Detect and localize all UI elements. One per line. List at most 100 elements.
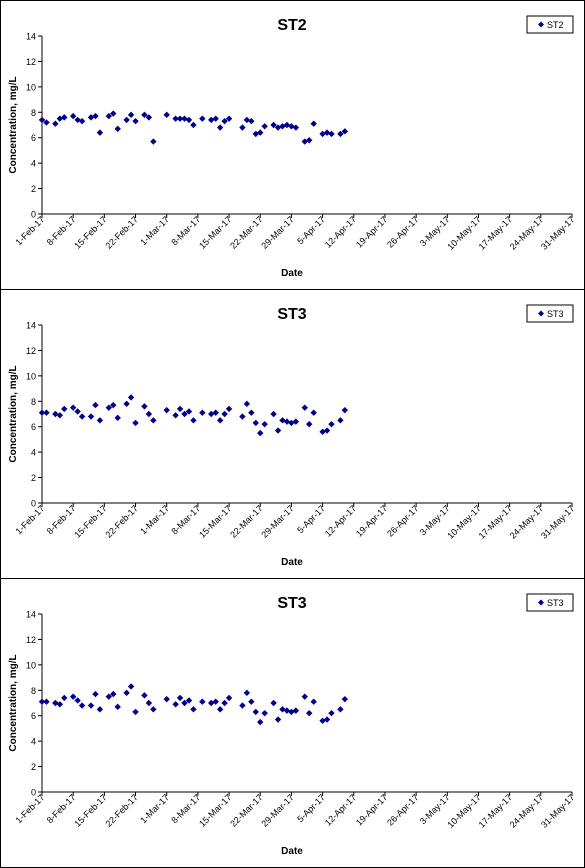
y-tick-label: 4 bbox=[31, 448, 36, 458]
legend-box bbox=[526, 304, 574, 323]
data-point bbox=[310, 120, 317, 127]
data-point bbox=[74, 697, 81, 704]
data-point bbox=[212, 115, 219, 122]
x-axis-label: Date bbox=[281, 268, 303, 279]
data-point bbox=[306, 420, 313, 428]
data-point bbox=[123, 400, 130, 408]
data-point bbox=[221, 699, 228, 707]
data-point bbox=[221, 410, 228, 418]
data-point bbox=[257, 429, 264, 437]
data-point bbox=[150, 138, 157, 145]
data-point bbox=[163, 406, 170, 414]
data-point bbox=[43, 698, 50, 705]
chart-svg: ST2 ST2024681012141-Feb-178-Feb-1715-Feb-… bbox=[8, 15, 576, 279]
legend-marker bbox=[538, 310, 544, 317]
data-point bbox=[43, 409, 50, 416]
x-axis-label: Date bbox=[281, 846, 303, 857]
x-tick-label: 12-Apr-17 bbox=[323, 792, 358, 827]
data-point bbox=[132, 419, 139, 427]
x-tick-label: 12-Apr-17 bbox=[323, 214, 358, 249]
legend-label: ST3 bbox=[547, 309, 564, 319]
data-point bbox=[176, 694, 184, 702]
data-point bbox=[96, 129, 104, 136]
legend-box bbox=[526, 593, 574, 612]
y-axis-label: Concentration, mg/L bbox=[8, 76, 19, 173]
data-point bbox=[216, 417, 224, 424]
x-tick-label: 22-Feb-17 bbox=[104, 792, 140, 828]
data-point bbox=[105, 112, 113, 120]
data-point bbox=[328, 709, 335, 717]
data-point bbox=[270, 121, 277, 129]
x-tick-label: 19-Apr-17 bbox=[354, 503, 389, 538]
data-point bbox=[114, 125, 121, 133]
y-tick-label: 10 bbox=[26, 660, 36, 670]
y-tick-label: 8 bbox=[31, 686, 36, 696]
data-point bbox=[341, 128, 349, 135]
data-point bbox=[176, 405, 184, 413]
data-point bbox=[61, 694, 68, 702]
x-tick-label: 12-Apr-17 bbox=[323, 503, 358, 538]
y-tick-label: 10 bbox=[26, 82, 36, 92]
data-point bbox=[69, 693, 77, 700]
y-tick-label: 0 bbox=[31, 210, 36, 220]
data-point bbox=[257, 129, 264, 136]
data-point bbox=[123, 689, 130, 697]
data-point bbox=[132, 117, 139, 125]
data-point bbox=[185, 697, 193, 704]
data-point bbox=[141, 111, 148, 119]
data-point bbox=[199, 115, 206, 122]
data-point bbox=[248, 698, 255, 705]
data-point bbox=[199, 698, 206, 705]
data-point bbox=[150, 706, 157, 713]
chart-panel: ST3 ST3 0 2 4 6 8 10 12 14 1-Feb-17 8-Feb-17 15-Feb-… bbox=[0, 289, 585, 579]
data-point bbox=[248, 409, 255, 416]
data-point bbox=[337, 706, 344, 713]
x-tick-label: 22-Mar-17 bbox=[228, 214, 264, 250]
x-tick-label: 15-Feb-17 bbox=[72, 214, 108, 250]
x-tick-label: 26-Apr-17 bbox=[385, 214, 420, 249]
data-point bbox=[172, 115, 179, 122]
data-point bbox=[239, 413, 246, 420]
data-point bbox=[56, 412, 64, 419]
data-point bbox=[337, 130, 344, 138]
data-point bbox=[145, 699, 153, 707]
data-point bbox=[52, 410, 59, 418]
data-point bbox=[257, 718, 264, 726]
data-point bbox=[243, 689, 251, 697]
data-point bbox=[78, 117, 86, 125]
data-point bbox=[74, 408, 81, 415]
data-point bbox=[212, 698, 219, 705]
y-tick-label: 12 bbox=[26, 57, 36, 67]
y-tick-label: 2 bbox=[31, 762, 36, 772]
data-point bbox=[87, 413, 95, 420]
x-tick-label: 31-May-17 bbox=[539, 214, 576, 251]
data-point bbox=[323, 716, 331, 723]
x-tick-label: 1-Mar-17 bbox=[138, 503, 171, 536]
y-tick-label: 4 bbox=[31, 737, 36, 747]
chart-title: ST3 bbox=[277, 595, 306, 612]
data-point bbox=[274, 427, 282, 434]
y-axis-label: Concentration, mg/L bbox=[8, 365, 19, 462]
data-point bbox=[216, 124, 224, 131]
data-point bbox=[176, 115, 184, 122]
y-axis-label: Concentration, mg/L bbox=[8, 654, 19, 751]
data-point bbox=[225, 405, 233, 413]
data-point bbox=[74, 116, 81, 124]
x-tick-label: 1-Feb-17 bbox=[14, 792, 47, 825]
data-point bbox=[96, 417, 104, 424]
y-tick-label: 10 bbox=[26, 371, 36, 381]
x-tick-label: 26-Apr-17 bbox=[385, 503, 420, 538]
data-point bbox=[52, 120, 59, 127]
data-point bbox=[96, 706, 104, 713]
x-tick-label: 15-Mar-17 bbox=[197, 214, 233, 250]
y-tick-label: 6 bbox=[31, 133, 36, 143]
data-point bbox=[274, 716, 282, 723]
chart-title: ST3 bbox=[277, 306, 306, 323]
legend: ST3 bbox=[526, 304, 574, 323]
x-tick-label: 31-May-17 bbox=[539, 792, 576, 829]
data-point bbox=[69, 404, 77, 411]
legend-marker bbox=[538, 21, 544, 28]
x-tick-label: 15-Mar-17 bbox=[197, 503, 233, 539]
data-point bbox=[270, 699, 277, 707]
